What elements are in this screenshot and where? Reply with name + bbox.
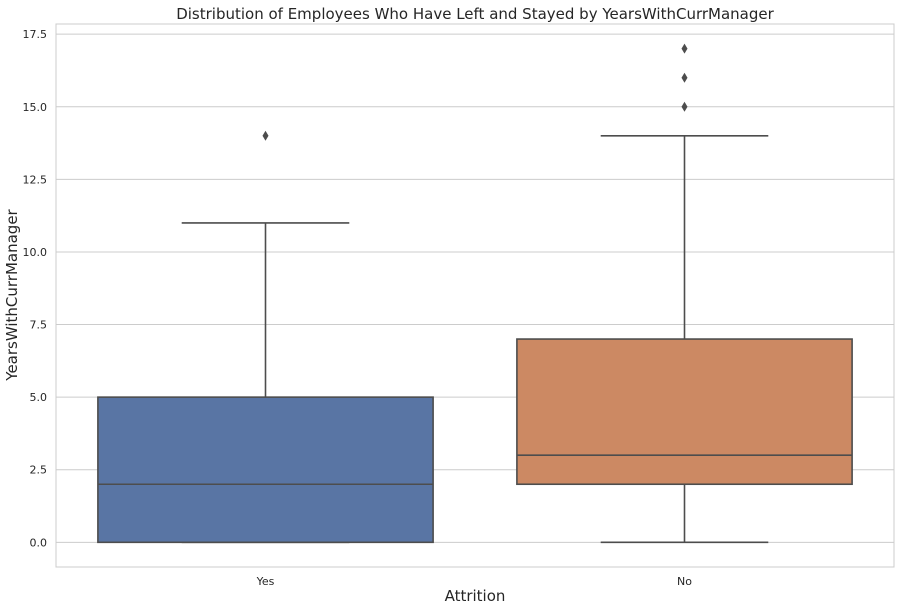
y-tick-label: 10.0: [23, 246, 48, 259]
y-tick-label: 7.5: [30, 319, 48, 332]
iqr-box: [516, 338, 853, 486]
y-tick-label: 15.0: [23, 101, 48, 114]
y-axis-label: YearsWithCurrManager: [3, 208, 21, 381]
box-group-yes: [97, 130, 434, 544]
plot-frame: [55, 23, 895, 568]
y-axis-ticks: 0.0 2.5 5.0 7.5 10.0 12.5 15.0 17.5: [23, 28, 48, 549]
y-tick-label: 5.0: [30, 391, 48, 404]
x-tick-label: Yes: [256, 575, 275, 588]
x-axis-ticks: Yes No: [256, 575, 693, 588]
outlier-point: [262, 130, 269, 141]
y-tick-label: 0.0: [30, 536, 48, 549]
box-series: [97, 43, 853, 544]
outlier-point: [681, 101, 688, 112]
y-tick-label: 12.5: [23, 173, 48, 186]
outlier-point: [681, 43, 688, 54]
x-tick-label: No: [677, 575, 692, 588]
chart-title: Distribution of Employees Who Have Left …: [176, 5, 774, 23]
y-tick-label: 2.5: [30, 464, 48, 477]
y-tick-label: 17.5: [23, 28, 48, 41]
outlier-point: [681, 72, 688, 83]
iqr-box: [97, 396, 434, 544]
box-group-no: [516, 43, 853, 544]
x-axis-label: Attrition: [445, 587, 506, 605]
